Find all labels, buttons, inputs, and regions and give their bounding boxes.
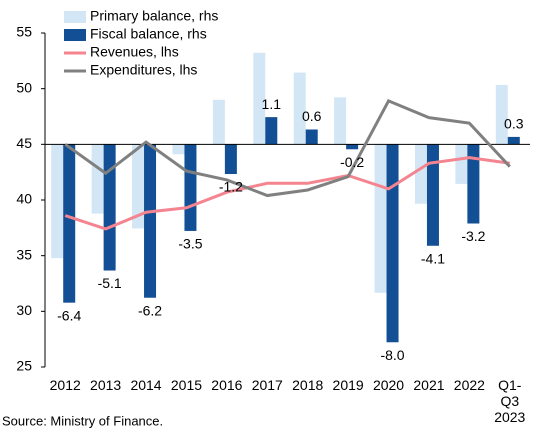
legend-label: Expenditures, lhs [90, 62, 197, 78]
bar [103, 144, 116, 271]
x-tick-label: 2014 [130, 377, 162, 393]
x-tick-label: 2018 [292, 377, 324, 393]
bar [293, 72, 306, 145]
bar [51, 144, 64, 259]
line [64, 99, 511, 198]
bar [305, 129, 318, 145]
bar [132, 144, 145, 229]
bar [212, 99, 225, 145]
x-tick-label: 2017 [251, 377, 283, 393]
y-tick-label: 45 [16, 135, 32, 151]
x-tick-label: 2012 [49, 377, 81, 393]
bar [414, 144, 427, 204]
bar [507, 136, 520, 145]
data-label: 0.6 [302, 108, 322, 124]
data-label: -6.2 [138, 302, 162, 318]
line [64, 156, 510, 231]
legend-swatch [64, 11, 86, 23]
x-tick-label: 2022 [453, 377, 485, 393]
bar [144, 144, 157, 298]
legend-swatch [64, 29, 86, 41]
bar [265, 117, 278, 145]
bar [184, 144, 197, 231]
bar [467, 144, 480, 224]
bar [386, 144, 399, 343]
bar [172, 144, 185, 155]
data-label: -8.0 [380, 347, 404, 363]
y-tick-label: 35 [16, 246, 32, 262]
data-label: -3.5 [178, 236, 202, 252]
data-label: -3.2 [461, 228, 485, 244]
bar [253, 52, 266, 145]
bar [346, 144, 359, 150]
data-label: 0.3 [504, 116, 524, 132]
y-tick-label: 40 [16, 191, 32, 207]
data-label: -1.2 [219, 179, 243, 195]
legend-label: Fiscal balance, rhs [90, 26, 207, 42]
bar [455, 144, 468, 184]
x-tick-label: 2015 [170, 377, 203, 393]
y-tick-label: 55 [16, 24, 32, 40]
lines [64, 99, 511, 231]
x-tick-label: Q1-Q3 2023 [494, 377, 526, 425]
source: Source: Ministry of Finance. [2, 413, 163, 428]
y-tick-label: 30 [16, 302, 32, 318]
x-tick-label: 2020 [372, 377, 405, 393]
bar [91, 144, 104, 214]
data-label: -6.4 [57, 307, 81, 323]
y-tick-label: 50 [16, 79, 32, 95]
legend-label: Revenues, lhs [90, 44, 179, 60]
bar [495, 84, 508, 145]
data-label: -5.1 [98, 275, 122, 291]
y-tick-label: 25 [16, 358, 32, 374]
x-tick-label: 2021 [413, 377, 445, 393]
bar [334, 97, 347, 145]
bar [374, 144, 387, 293]
bar [426, 144, 439, 246]
bar [63, 144, 76, 303]
bar [224, 144, 237, 175]
data-label: -4.1 [421, 250, 445, 266]
bars [45, 52, 530, 343]
x-tick-label: 2019 [332, 377, 364, 393]
data-label: -0.2 [340, 154, 364, 170]
legend-label: Primary balance, rhs [90, 8, 218, 24]
x-tick-label: 2013 [90, 377, 122, 393]
data-label: 1.1 [262, 96, 282, 112]
x-tick-label: 2016 [211, 377, 243, 393]
